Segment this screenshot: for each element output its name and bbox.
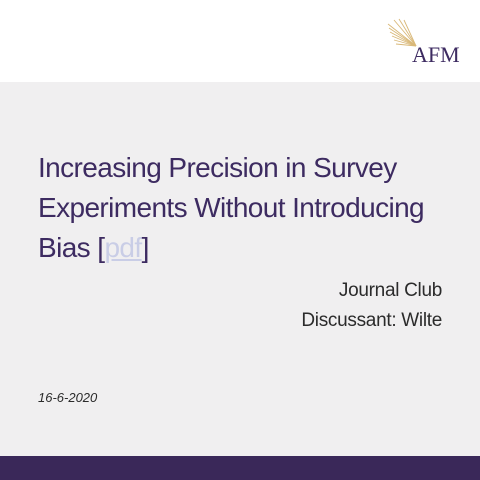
slide-subtitle: Journal Club Discussant: Wilte (301, 276, 442, 336)
slide-date: 16-6-2020 (38, 390, 98, 405)
slide-title: Increasing Precision in Survey Experimen… (38, 148, 458, 268)
slide-title-end: ] (141, 232, 150, 263)
afm-logo: AFM (386, 16, 470, 68)
afm-logo-text: AFM (412, 42, 460, 67)
subtitle-journal-club: Journal Club (338, 280, 442, 301)
slide-title-text: Increasing Precision in Survey Experimen… (38, 152, 425, 263)
slide-body (0, 82, 480, 456)
footer-bar (0, 456, 480, 480)
subtitle-discussant: Discussant: Wilte (301, 310, 442, 331)
afm-rays-logo-icon: AFM (387, 18, 460, 67)
pdf-link[interactable]: pdf (104, 232, 142, 263)
slide-header: AFM (0, 0, 480, 82)
